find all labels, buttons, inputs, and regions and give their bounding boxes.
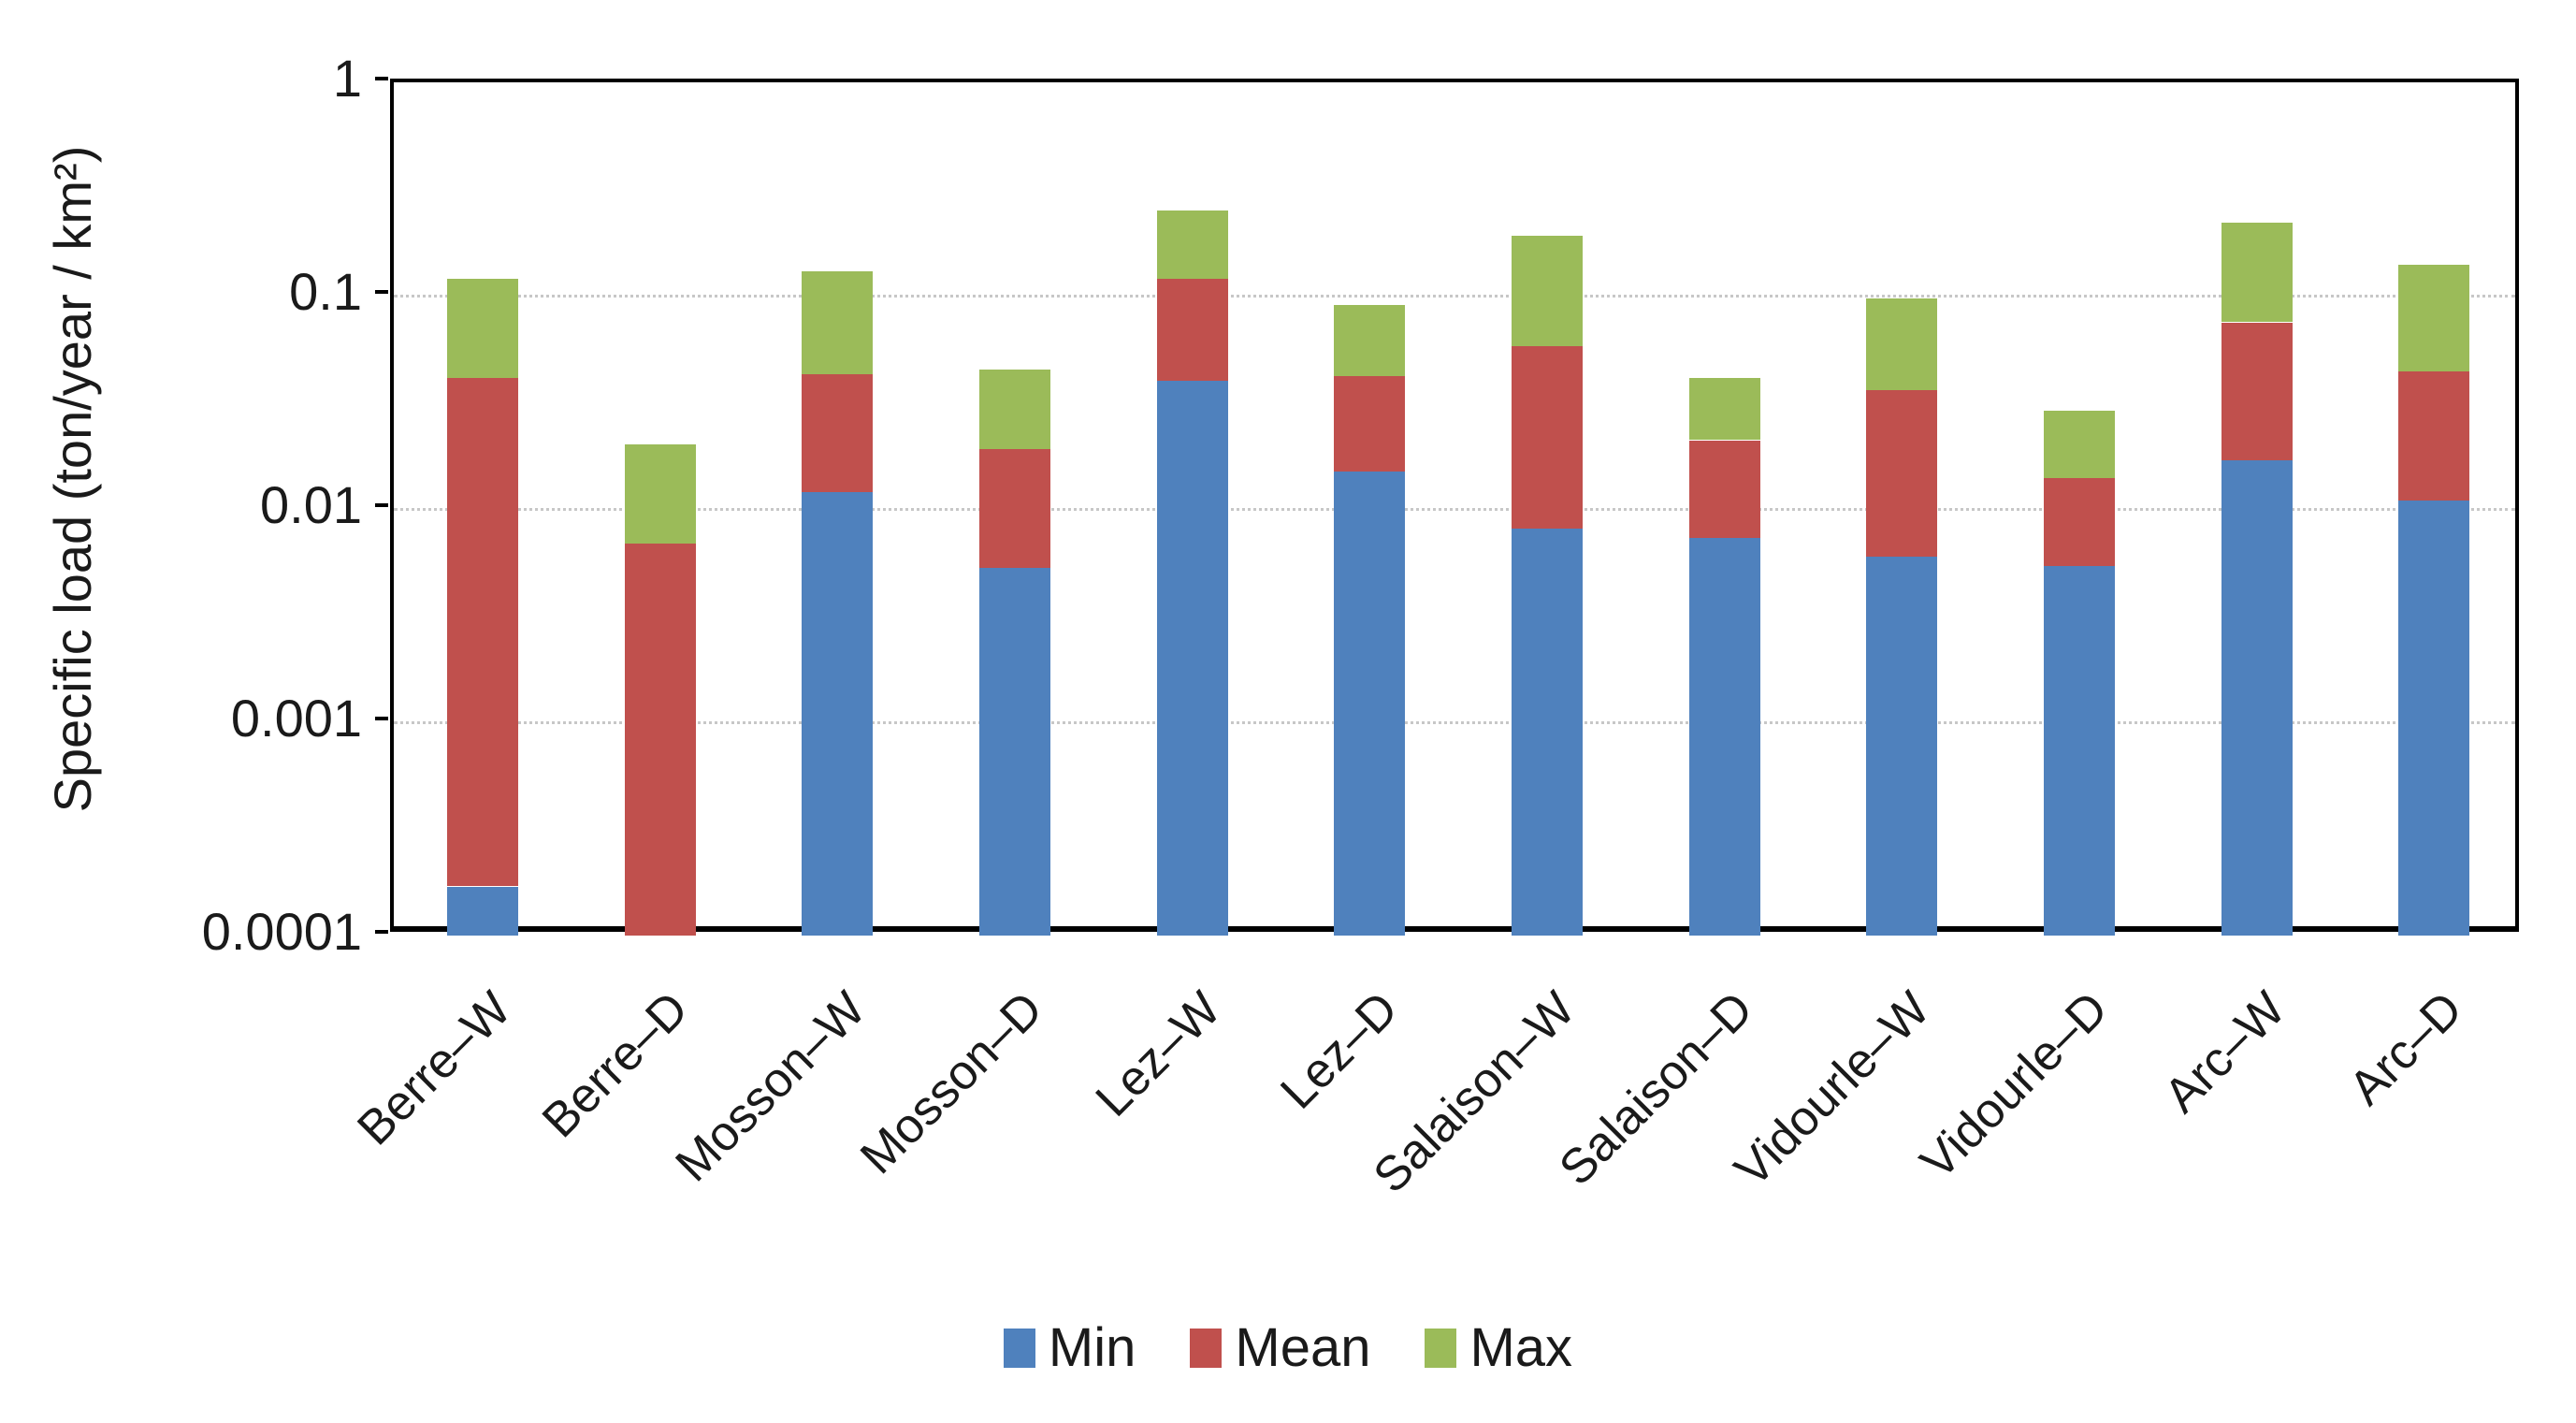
x-axis-label: Mosson–W: [665, 981, 876, 1193]
y-gridline: [394, 294, 2515, 298]
y-tick-label: 0.0001: [201, 902, 362, 961]
bar-segment-max: [1511, 236, 1583, 346]
y-tick-label: 0.1: [289, 262, 362, 321]
bar-segment-mean: [2043, 477, 2115, 566]
y-tick-mark: [375, 290, 388, 294]
x-axis-label: Arc–D: [2338, 981, 2473, 1116]
bar-segment-mean: [1511, 345, 1583, 529]
bar-segment-mean: [1866, 390, 1938, 557]
y-tick-mark: [375, 503, 388, 507]
bar-segment-min: [1688, 538, 1760, 936]
legend: Min Mean Max: [0, 1321, 2576, 1375]
bar-segment-mean: [446, 378, 518, 887]
bar-segment-max: [1866, 298, 1938, 391]
y-tick-mark: [375, 77, 388, 80]
bar-segment-mean: [2221, 322, 2293, 460]
bar-segment-min: [1334, 471, 1406, 936]
bar-segment-max: [2398, 264, 2470, 372]
legend-swatch-max: [1425, 1329, 1457, 1368]
bar-segment-min: [978, 567, 1050, 936]
x-axis-label: Berre–W: [347, 981, 522, 1156]
bar-segment-min: [1156, 380, 1228, 936]
y-tick-label: 1: [332, 49, 362, 108]
x-axis-label: Lez–W: [1085, 981, 1231, 1127]
bar-segment-max: [978, 370, 1050, 450]
bar-segment-mean: [1334, 375, 1406, 472]
y-tick-label: 0.01: [260, 475, 362, 534]
legend-swatch-min: [1003, 1329, 1035, 1368]
bar-segment-mean: [624, 543, 696, 936]
legend-item-min: Min: [1003, 1317, 1136, 1378]
y-tick-mark: [375, 717, 388, 720]
bar-segment-max: [802, 271, 874, 374]
bar-segment-mean: [1688, 440, 1760, 539]
bar-segment-min: [1511, 528, 1583, 936]
y-tick-mark: [375, 930, 388, 934]
x-axis-label: Arc–W: [2153, 981, 2295, 1124]
x-axis-label: Berre–D: [531, 981, 699, 1149]
bar-segment-max: [624, 444, 696, 544]
bar-segment-mean: [978, 449, 1050, 568]
bar-segment-min: [1866, 556, 1938, 936]
bar-segment-min: [446, 886, 518, 936]
x-axis-label: Mosson–D: [850, 981, 1054, 1185]
plot-area: [390, 79, 2519, 936]
bar-segment-max: [2043, 410, 2115, 478]
y-gridline: [394, 507, 2515, 511]
y-gridline: [394, 720, 2515, 724]
bar-segment-min: [802, 491, 874, 936]
bar-segment-min: [2221, 459, 2293, 936]
bar-segment-max: [1334, 305, 1406, 376]
bar-segment-mean: [2398, 371, 2470, 501]
bar-segment-max: [1688, 378, 1760, 441]
legend-swatch-mean: [1190, 1329, 1223, 1368]
bar-segment-min: [2398, 500, 2470, 936]
x-axis-label: Vidourle–D: [1909, 981, 2119, 1190]
legend-label: Min: [1048, 1317, 1136, 1378]
bar-segment-mean: [802, 373, 874, 492]
bar-segment-min: [2043, 566, 2115, 936]
bar-segment-max: [1156, 211, 1228, 279]
legend-item-mean: Mean: [1190, 1321, 1370, 1375]
legend-label: Max: [1469, 1317, 1573, 1378]
legend-item-max: Max: [1425, 1321, 1572, 1375]
x-axis-label: Lez–D: [1270, 981, 1409, 1120]
bar-segment-mean: [1156, 278, 1228, 381]
y-tick-label: 0.001: [230, 689, 362, 748]
bar-segment-max: [446, 278, 518, 379]
bar-segment-max: [2221, 222, 2293, 323]
legend-label: Mean: [1235, 1317, 1371, 1378]
